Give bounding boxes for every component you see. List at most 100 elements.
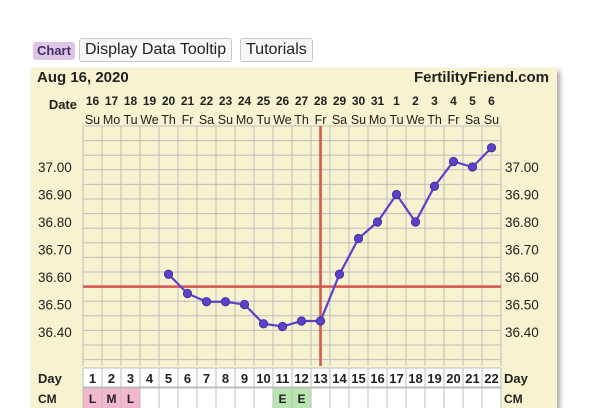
cm-cell bbox=[348, 387, 369, 408]
temperature-point bbox=[334, 269, 345, 279]
y-tick-label-right: 36.50 bbox=[505, 298, 539, 313]
temperature-point bbox=[353, 233, 364, 244]
y-tick-label-right: 36.90 bbox=[505, 188, 539, 203]
weekday-label: Th bbox=[294, 113, 309, 127]
weekday-label: Tu bbox=[256, 113, 270, 127]
date-label: 1 bbox=[393, 94, 400, 108]
day-number: 12 bbox=[294, 371, 308, 386]
day-number: 7 bbox=[203, 371, 210, 386]
cm-cell bbox=[367, 387, 388, 408]
y-tick-label-left: 36.40 bbox=[38, 325, 72, 340]
cm-cell bbox=[139, 387, 160, 408]
day-number: 8 bbox=[222, 371, 229, 386]
day-number: 18 bbox=[408, 371, 422, 386]
temperature-point bbox=[277, 321, 288, 332]
date-label: 2 bbox=[412, 94, 419, 108]
tutorials-button[interactable]: Tutorials bbox=[240, 38, 313, 62]
temperature-point bbox=[372, 217, 383, 227]
chart-start-date: Aug 16, 2020 bbox=[37, 69, 129, 86]
date-row-label: Date bbox=[49, 97, 77, 112]
date-label: 28 bbox=[314, 94, 328, 108]
date-label: 19 bbox=[143, 94, 157, 108]
temperature-point bbox=[429, 181, 440, 191]
cm-value: E bbox=[278, 392, 286, 406]
day-number: 15 bbox=[351, 371, 365, 386]
y-tick-label-left: 36.90 bbox=[38, 188, 72, 203]
y-tick-label-left: 36.70 bbox=[38, 243, 72, 258]
y-tick-label-right: 36.60 bbox=[505, 270, 539, 285]
date-label: 31 bbox=[371, 94, 385, 108]
date-label: 24 bbox=[238, 94, 252, 108]
weekday-label: We bbox=[406, 113, 425, 127]
cm-value: L bbox=[127, 392, 134, 406]
day-number: 16 bbox=[370, 371, 384, 386]
date-label: 23 bbox=[219, 94, 233, 108]
date-label: 26 bbox=[276, 94, 290, 108]
date-label: 27 bbox=[295, 94, 309, 108]
day-number: 5 bbox=[165, 371, 172, 386]
temperature-point bbox=[239, 299, 250, 310]
date-label: 4 bbox=[450, 94, 457, 108]
day-number: 11 bbox=[276, 371, 290, 386]
temperature-point bbox=[467, 162, 478, 172]
date-label: 5 bbox=[469, 94, 476, 108]
cm-cell bbox=[424, 387, 445, 408]
temperature-point bbox=[163, 269, 174, 279]
weekday-label: Su bbox=[484, 113, 499, 127]
day-number: 19 bbox=[427, 371, 441, 386]
cm-cell bbox=[462, 387, 483, 408]
cm-row-label-left: CM bbox=[38, 392, 57, 406]
y-tick-label-right: 36.40 bbox=[505, 325, 539, 340]
date-label: 18 bbox=[124, 94, 138, 108]
date-label: 17 bbox=[105, 94, 119, 108]
temperature-point bbox=[201, 297, 212, 307]
day-number: 22 bbox=[484, 371, 498, 386]
cm-cell bbox=[386, 387, 407, 408]
day-number: 2 bbox=[108, 371, 115, 386]
weekday-label: Sa bbox=[199, 113, 214, 127]
weekday-label: Sa bbox=[332, 113, 347, 127]
cm-value: M bbox=[107, 392, 117, 406]
date-label: 3 bbox=[431, 94, 438, 108]
cm-cell bbox=[481, 387, 502, 408]
cm-cell bbox=[196, 387, 217, 408]
cm-cell bbox=[215, 387, 236, 408]
temperature-point bbox=[182, 288, 193, 299]
day-number: 13 bbox=[313, 371, 327, 386]
date-label: 21 bbox=[181, 94, 195, 108]
display-data-tooltip-button[interactable]: Display Data Tooltip bbox=[79, 38, 233, 62]
day-row-label-right: Day bbox=[504, 371, 529, 386]
temperature-point bbox=[315, 316, 326, 326]
weekday-label: Mo bbox=[369, 113, 386, 127]
cm-cell bbox=[234, 387, 255, 408]
chart-chip: Chart bbox=[33, 42, 75, 60]
y-tick-label-left: 37.00 bbox=[38, 160, 72, 175]
date-label: 22 bbox=[200, 94, 214, 108]
weekday-label: We bbox=[140, 113, 159, 127]
weekday-label: Mo bbox=[236, 113, 253, 127]
cm-cell bbox=[310, 387, 331, 408]
cm-cell bbox=[329, 387, 350, 408]
weekday-label: Mo bbox=[103, 113, 120, 127]
weekday-label: Fr bbox=[315, 113, 327, 127]
cm-row-label-right: CM bbox=[504, 392, 523, 406]
chart-panel: Aug 16, 2020 FertilityFriend.com Date 16 1… bbox=[31, 68, 557, 408]
temperature-point bbox=[296, 316, 307, 326]
date-label: 30 bbox=[352, 94, 366, 108]
cm-value: E bbox=[297, 392, 305, 406]
temperature-point bbox=[448, 156, 459, 167]
weekday-label: Su bbox=[85, 113, 100, 127]
weekday-label: Sa bbox=[465, 113, 480, 127]
date-label: 16 bbox=[86, 94, 100, 108]
day-number: 10 bbox=[256, 371, 270, 386]
cm-cell bbox=[253, 387, 274, 408]
day-number: 21 bbox=[465, 371, 479, 386]
temperature-point bbox=[486, 143, 497, 153]
weekday-label: Th bbox=[161, 113, 176, 127]
weekday-label: Th bbox=[427, 113, 442, 127]
date-label: 25 bbox=[257, 94, 271, 108]
day-row-label-left: Day bbox=[38, 371, 63, 386]
day-number: 1 bbox=[89, 371, 96, 386]
day-number: 6 bbox=[184, 371, 191, 386]
cm-value: L bbox=[89, 392, 96, 406]
